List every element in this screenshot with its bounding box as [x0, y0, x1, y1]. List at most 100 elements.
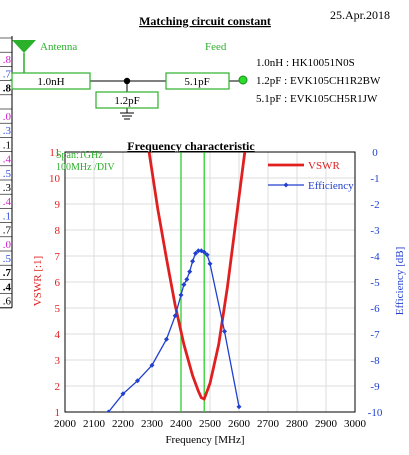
circuit-title: Matching circuit constant: [139, 14, 271, 28]
feed-port-icon: [238, 75, 248, 85]
x-tick-label: 2100: [83, 418, 106, 430]
left-table-cell: .5: [3, 168, 12, 180]
x-tick-label: 2400: [170, 418, 193, 430]
series-capacitor-value: 5.1pF: [184, 76, 209, 88]
y-left-tick-label: 10: [49, 173, 61, 185]
left-table-cell: .0: [3, 239, 12, 251]
y-right-tick-label: -6: [370, 303, 380, 315]
x-tick-label: 2900: [315, 418, 338, 430]
efficiency-point: [172, 313, 178, 319]
legend-label-vswr: VSWR: [308, 160, 340, 172]
y-left-tick-label: 5: [55, 303, 61, 315]
legend-label-efficiency: Efficiency: [308, 180, 354, 192]
frequency-chart: 2000 2100 2200 2300 2400 2500 2600 2700 2800 2900…: [49, 147, 383, 430]
y-right-tick-label: -9: [370, 381, 380, 393]
y-left-tick-label: 1: [55, 407, 61, 419]
x-axis-label: Frequency [MHz]: [165, 434, 244, 446]
antenna-label: Antenna: [40, 41, 77, 53]
y-left-tick-label: 2: [55, 381, 61, 393]
efficiency-point: [164, 336, 169, 342]
y-left-tick-label: 9: [55, 199, 61, 211]
feed-label: Feed: [205, 41, 227, 53]
left-table-cell: .5: [3, 253, 12, 265]
left-table-cell: .7: [3, 267, 12, 279]
left-table-cell: .7: [3, 68, 12, 80]
left-table-cell: .4: [3, 281, 12, 293]
y-right-tick-label: -8: [370, 355, 380, 367]
efficiency-point: [193, 250, 198, 256]
x-tick-label: 2000: [54, 418, 77, 430]
left-table-cell: .6: [3, 296, 12, 308]
efficiency-point: [222, 328, 227, 334]
shunt-capacitor-box: [95, 91, 159, 109]
part-row-2: 5.1pF : EVK105CH5R1JW: [256, 93, 378, 105]
part-value: 5.1pF: [256, 93, 281, 105]
efficiency-point: [149, 362, 155, 368]
part-value: 1.2pF: [256, 75, 281, 87]
left-table: .8 .7 .8 .0 .3 .1 .4 .5 .3 .4 .1 .7 .0 .5 .7 .4 .6: [0, 36, 13, 309]
y-left-tick-label: 3: [55, 355, 61, 367]
report-date: 25.Apr.2018: [330, 8, 390, 22]
left-table-cell: .4: [3, 196, 12, 208]
efficiency-point: [187, 269, 193, 275]
legend-marker: [283, 182, 289, 188]
series-capacitor-box: [165, 72, 230, 90]
span-label: Span:1GHz: [56, 150, 103, 161]
efficiency-point: [184, 276, 190, 282]
x-tick-label: 2500: [199, 418, 222, 430]
efficiency-point: [195, 248, 201, 254]
x-tick-label: 2300: [141, 418, 164, 430]
y-left-tick-label: 7: [55, 251, 61, 263]
y-left-tick-label: 4: [55, 329, 61, 341]
y-left-axis-label: VSWR [:1]: [32, 256, 44, 306]
x-tick-label: 2700: [257, 418, 280, 430]
left-table-cell: .7: [3, 225, 12, 237]
y-right-axis-label: Efficiency [dB]: [394, 247, 406, 316]
series-line-vswr: [147, 152, 247, 401]
part-number: EVK105CH1R2BW: [290, 75, 381, 87]
efficiency-point: [120, 391, 126, 397]
efficiency-point: [236, 404, 242, 410]
x-tick-label: 2600: [228, 418, 251, 430]
part-number: EVK105CH5R1JW: [290, 93, 378, 105]
y-right-tick-label: -2: [370, 199, 379, 211]
efficiency-point: [201, 249, 207, 255]
left-table-cell: .3: [3, 182, 12, 194]
chart-title: Frequency characteristic: [127, 139, 255, 153]
y-left-tick-label: 8: [55, 225, 61, 237]
efficiency-point: [135, 378, 140, 384]
div-label: 100MHz /DIV: [56, 162, 115, 173]
shunt-capacitor-value: 1.2pF: [114, 95, 139, 107]
y-right-tick-label: -3: [370, 225, 380, 237]
left-table-cell: .4: [3, 154, 12, 166]
y-right-tick-label: -1: [370, 173, 379, 185]
parts-list: 1.0nH : HK10051N0S 1.2pF : EVK105CH1R2BW 5…: [256, 57, 381, 105]
y-right-tick-label: -5: [370, 277, 380, 289]
y-left-tick-label: 6: [55, 277, 61, 289]
part-number: HK10051N0S: [292, 57, 355, 69]
left-table-cell: .8: [3, 54, 12, 66]
y-right-tick-label: 0: [372, 147, 378, 159]
part-row-1: 1.2pF : EVK105CH1R2BW: [256, 75, 381, 87]
series-inductor-value: 1.0nH: [37, 76, 64, 88]
y-left-tick-label: 11: [49, 147, 60, 159]
x-tick-label: 2800: [286, 418, 309, 430]
efficiency-point: [178, 292, 184, 298]
y-right-tick-label: -4: [370, 251, 380, 263]
y-right-tick-label: -7: [370, 329, 380, 341]
efficiency-point: [204, 252, 210, 258]
left-table-cell: .3: [3, 125, 12, 137]
plot-frame: [64, 151, 356, 413]
x-tick-label: 3000: [344, 418, 367, 430]
efficiency-point: [190, 258, 196, 264]
efficiency-point: [207, 261, 213, 267]
left-table-cell: .1: [3, 139, 11, 151]
x-tick-label: 2200: [112, 418, 135, 430]
y-right-tick-label: -10: [368, 407, 383, 419]
left-table-cell: .1: [3, 210, 11, 222]
left-table-cell: .0: [3, 111, 12, 123]
series-inductor-box: [11, 72, 91, 90]
efficiency-point: [106, 409, 111, 412]
